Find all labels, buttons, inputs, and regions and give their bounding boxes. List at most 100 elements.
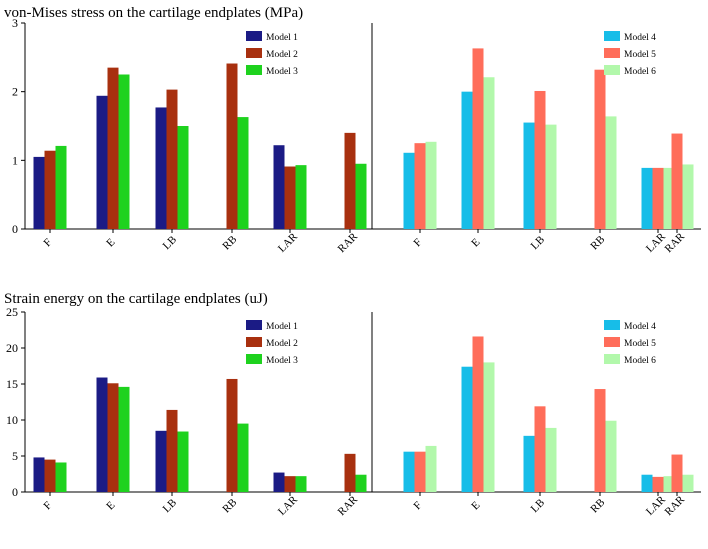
y-tick-label: 25 xyxy=(6,305,18,319)
bar-model-5-e xyxy=(472,48,484,230)
bar-model-3-lb xyxy=(177,431,189,492)
legend-swatch xyxy=(604,31,620,41)
bar-model-6-rar xyxy=(682,474,694,492)
bar-model-5-rb xyxy=(594,69,606,230)
bar-model-2-rar xyxy=(344,132,356,229)
bar-model-4-e xyxy=(461,91,473,230)
x-tick-label: LB xyxy=(529,234,547,252)
x-tick-label: LAR xyxy=(276,493,301,518)
legend-label: Model 1 xyxy=(266,33,298,43)
chart-1: von-Mises stress on the cartilage endpla… xyxy=(4,5,701,255)
legend-label: Model 6 xyxy=(624,356,656,366)
y-tick-label: 20 xyxy=(6,341,18,355)
bar-model-5-rb xyxy=(594,389,606,492)
bar-model-5-lb xyxy=(534,406,546,492)
bar-model-6-lar xyxy=(663,167,675,229)
bar-model-6-lb xyxy=(545,124,557,229)
x-tick-label: E xyxy=(469,499,482,512)
bar-model-1-lb xyxy=(155,107,167,229)
bar-model-4-lar xyxy=(641,167,653,229)
bar-model-6-f xyxy=(425,445,437,492)
bar-model-6-lb xyxy=(545,427,557,492)
chart-title: von-Mises stress on the cartilage endpla… xyxy=(4,5,303,21)
bar-model-6-rar xyxy=(682,164,694,229)
y-tick-label: 5 xyxy=(12,449,18,463)
legend-swatch xyxy=(604,48,620,58)
bar-model-4-f xyxy=(403,451,415,492)
legend-swatch xyxy=(246,48,262,58)
x-tick-label: E xyxy=(104,236,117,249)
y-tick-label: 3 xyxy=(12,16,18,30)
bar-model-2-lar xyxy=(284,476,296,492)
x-tick-label: LB xyxy=(529,497,547,515)
x-tick-label: RAR xyxy=(336,493,361,518)
y-tick-label: 10 xyxy=(6,413,18,427)
x-tick-label: F xyxy=(411,236,424,249)
bar-model-4-lb xyxy=(523,435,535,492)
legend-label: Model 5 xyxy=(624,339,656,349)
legend-label: Model 1 xyxy=(266,322,298,332)
x-tick-label: F xyxy=(411,499,424,512)
bar-model-5-e xyxy=(472,336,484,492)
bar-model-3-rar xyxy=(355,474,367,492)
x-tick-label: RAR xyxy=(663,230,688,255)
x-tick-label: RB xyxy=(588,233,607,252)
x-tick-label: RAR xyxy=(336,230,361,255)
y-tick-label: 0 xyxy=(12,485,18,499)
y-tick-label: 2 xyxy=(12,85,18,99)
x-tick-label: LB xyxy=(161,497,179,515)
legend-swatch xyxy=(246,354,262,364)
bar-model-5-f xyxy=(414,143,426,229)
x-tick-label: RB xyxy=(588,496,607,515)
bar-model-3-lb xyxy=(177,126,189,229)
bar-model-3-rb xyxy=(237,117,249,229)
legend-swatch xyxy=(246,320,262,330)
bar-model-6-f xyxy=(425,141,437,229)
x-tick-label: E xyxy=(104,499,117,512)
bar-model-6-e xyxy=(483,77,495,229)
legend-swatch xyxy=(604,354,620,364)
bar-model-4-lar xyxy=(641,474,653,492)
bar-model-2-e xyxy=(107,67,119,229)
bar-model-2-f xyxy=(44,150,56,229)
legend-label: Model 5 xyxy=(624,50,656,60)
bar-model-1-e xyxy=(96,95,108,229)
bar-model-3-rb xyxy=(237,423,249,492)
bar-model-2-e xyxy=(107,383,119,492)
y-tick-label: 15 xyxy=(6,377,18,391)
legend-label: Model 4 xyxy=(624,322,656,332)
chart-title: Strain energy on the cartilage endplates… xyxy=(4,291,268,307)
legend-swatch xyxy=(604,320,620,330)
bar-model-2-rb xyxy=(226,63,238,229)
x-tick-label: LAR xyxy=(644,230,669,255)
legend-label: Model 4 xyxy=(624,33,656,43)
bar-model-5-lb xyxy=(534,90,546,229)
legend-label: Model 3 xyxy=(266,356,298,366)
bar-model-4-e xyxy=(461,366,473,492)
bar-model-2-f xyxy=(44,459,56,492)
bar-model-1-lar xyxy=(273,145,285,229)
bar-model-6-lar xyxy=(663,476,675,492)
bar-model-6-rb xyxy=(605,420,617,492)
legend-label: Model 2 xyxy=(266,50,298,60)
legend-label: Model 6 xyxy=(624,67,656,77)
bar-model-5-lar xyxy=(652,476,664,492)
legend-swatch xyxy=(604,337,620,347)
x-tick-label: F xyxy=(41,236,54,249)
legend-swatch xyxy=(246,337,262,347)
y-tick-label: 1 xyxy=(12,153,18,167)
bar-model-1-lb xyxy=(155,430,167,492)
x-tick-label: RAR xyxy=(663,493,688,518)
bar-model-3-lar xyxy=(295,476,307,492)
legend-swatch xyxy=(604,65,620,75)
chart-2: Strain energy on the cartilage endplates… xyxy=(4,291,701,518)
bar-model-3-lar xyxy=(295,165,307,229)
bar-model-3-e xyxy=(118,386,130,492)
bar-model-5-rar xyxy=(671,133,683,229)
bar-model-3-e xyxy=(118,74,130,229)
bar-model-1-e xyxy=(96,377,108,492)
bar-model-1-lar xyxy=(273,472,285,492)
x-tick-label: RB xyxy=(220,496,239,515)
x-tick-label: LAR xyxy=(276,230,301,255)
x-tick-label: E xyxy=(469,236,482,249)
